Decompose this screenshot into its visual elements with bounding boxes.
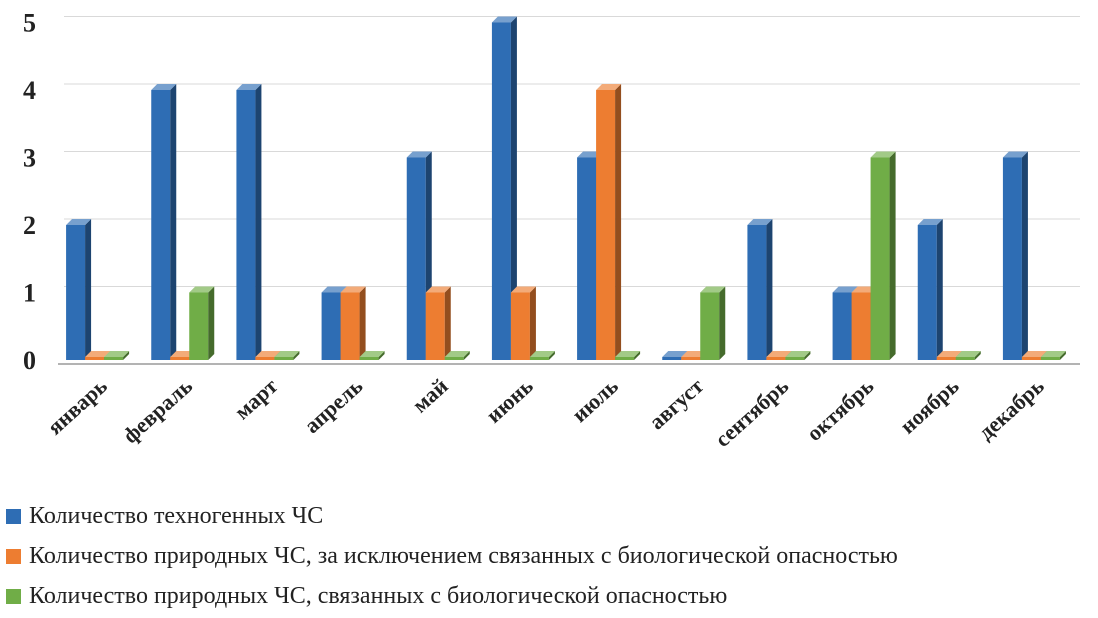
y-tick-label: 4 (23, 76, 36, 105)
bar (700, 286, 726, 360)
bar (189, 286, 215, 360)
x-tick-label: июнь (481, 373, 538, 428)
legend-item-natural-non-bio: Количество природных ЧС, за исключением … (6, 536, 898, 576)
bar (359, 351, 385, 360)
bar-chart: 0 1 2 3 4 5 январь февраль март апрель май июнь июл… (23, 9, 1080, 452)
legend-swatch-natural-bio (6, 588, 21, 604)
bar (870, 151, 896, 360)
x-tick-label: декабрь (973, 373, 1049, 445)
bar (236, 84, 262, 360)
bar (444, 351, 470, 360)
y-tick-label: 0 (23, 346, 36, 375)
y-tick-label: 2 (23, 211, 36, 240)
bar (104, 351, 130, 360)
legend-swatch-natural-non-bio (6, 548, 21, 564)
bar (491, 16, 517, 360)
legend-item-natural-bio: Количество природных ЧС, связанных с био… (6, 576, 898, 616)
bar (747, 219, 773, 360)
bar (274, 351, 300, 360)
x-tick-label: август (644, 373, 708, 434)
x-tick-label: ноябрь (895, 373, 964, 439)
y-axis-ticks: 0 1 2 3 4 5 (23, 9, 36, 376)
x-axis-ticks: январь февраль март апрель май июнь июль август… (42, 373, 1049, 452)
y-tick-label: 3 (23, 144, 36, 173)
legend-label-natural-non-bio: Количество природных ЧС, за исключением … (29, 542, 898, 569)
bar (785, 351, 811, 360)
bar (510, 286, 536, 360)
bar (917, 219, 943, 360)
bar (1002, 151, 1028, 360)
bar (596, 84, 622, 360)
bar (1040, 351, 1066, 360)
legend-label-natural-bio: Количество природных ЧС, связанных с био… (29, 582, 728, 609)
x-tick-label: сентябрь (710, 373, 794, 452)
x-tick-label: февраль (118, 373, 198, 448)
x-tick-label: июль (567, 373, 623, 427)
gridlines (64, 16, 1080, 287)
bar (66, 219, 92, 360)
bar (955, 351, 981, 360)
x-tick-label: январь (42, 373, 112, 440)
legend: Количество техногенных ЧС Количество при… (6, 496, 898, 616)
x-tick-label: май (407, 373, 453, 418)
y-tick-label: 5 (23, 9, 36, 38)
legend-swatch-technogenic (6, 508, 21, 524)
x-tick-label: октябрь (802, 373, 879, 446)
bar (340, 286, 366, 360)
legend-label-technogenic: Количество техногенных ЧС (29, 502, 324, 529)
x-tick-label: март (229, 373, 282, 424)
x-tick-label: апрель (299, 373, 368, 438)
bars (66, 16, 1066, 360)
bar (151, 84, 177, 360)
bar (425, 286, 451, 360)
y-tick-label: 1 (23, 279, 36, 308)
bar (529, 351, 555, 360)
bar (615, 351, 641, 360)
legend-item-technogenic: Количество техногенных ЧС (6, 496, 898, 536)
